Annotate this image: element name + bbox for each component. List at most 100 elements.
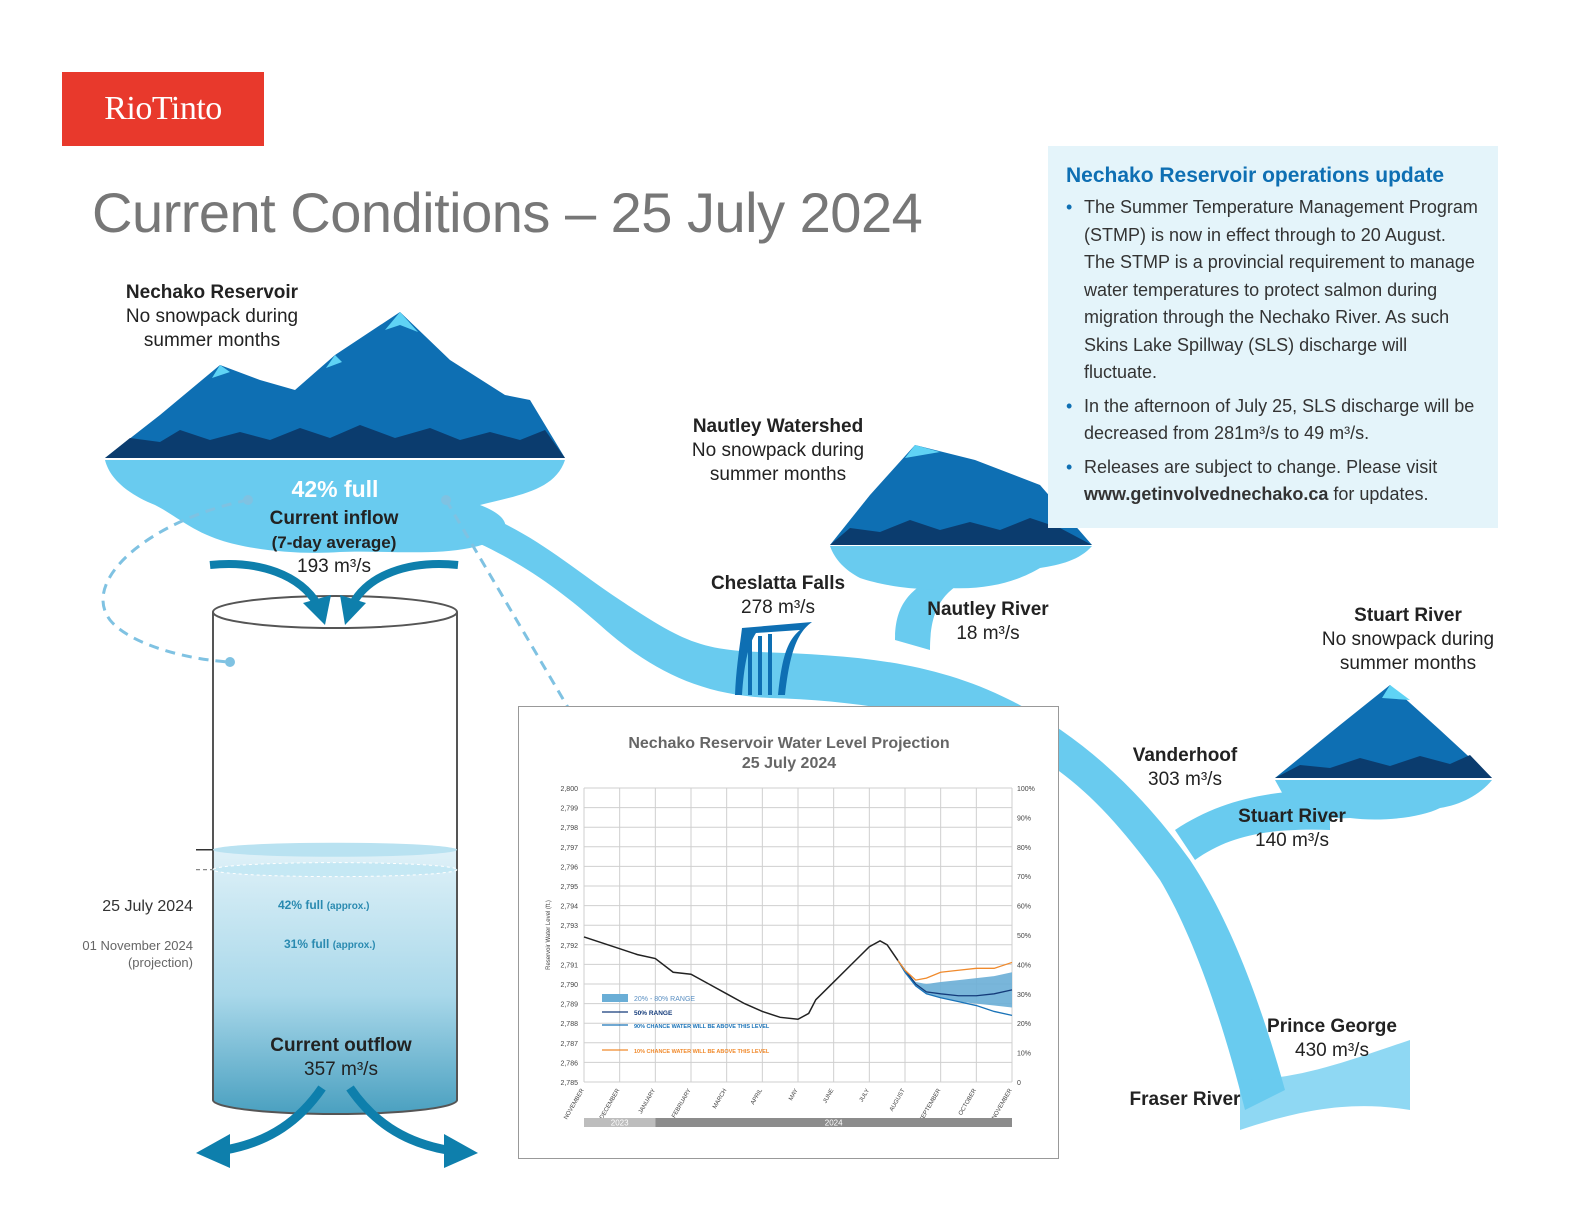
- y-tick-label: 2,797: [560, 845, 578, 852]
- x-tick-label: SEPTEMBER: [919, 1087, 943, 1123]
- level-31-suffix: (approx.): [332, 940, 376, 951]
- outflow-label: Current outflow 357 m³/s: [241, 1034, 441, 1082]
- nautley-river-value: 18 m³/s: [956, 623, 1020, 644]
- y2-tick-label: 30%: [1017, 992, 1031, 999]
- inflow-value: 193 m³/s: [297, 556, 371, 577]
- y-tick-label: 2,794: [560, 904, 578, 911]
- y-tick-label: 2,799: [560, 806, 578, 813]
- connector-dashed: [444, 499, 585, 734]
- legend-label: 90% CHANCE WATER WILL BE ABOVE THIS LEVE…: [634, 1024, 770, 1030]
- prince-george-value: 430 m³/s: [1295, 1040, 1369, 1061]
- year-bar-2024: [655, 1118, 1012, 1127]
- snowcap: [905, 445, 940, 458]
- snowcap: [212, 365, 230, 378]
- update-bullet: Releases are subject to change. Please v…: [1066, 454, 1480, 509]
- fraser-river-label: Fraser River: [1085, 1088, 1285, 1112]
- update-bullet: The Summer Temperature Management Progra…: [1066, 194, 1480, 387]
- y2-tick-label: 20%: [1017, 1021, 1031, 1028]
- outflow-arrow-left-head: [196, 1134, 230, 1168]
- inflow-label: Current inflow (7-day average) 193 m³/s: [234, 507, 434, 579]
- stuart-mountain: [1275, 685, 1492, 778]
- stuart-mountain-base: [1275, 755, 1492, 778]
- website-link[interactable]: www.getinvolvednechako.ca: [1084, 484, 1329, 504]
- stuart-watershed-label: Stuart River No snowpack during summer m…: [1308, 604, 1508, 676]
- x-tick-label: JANUARY: [638, 1088, 657, 1115]
- series-50-line: [897, 960, 1013, 997]
- cheslatta-falls-icon: [735, 622, 812, 695]
- x-tick-label: NOVEMBER: [991, 1087, 1014, 1120]
- fraser-river-name: Fraser River: [1129, 1089, 1241, 1110]
- y2-tick-label: 10%: [1017, 1051, 1031, 1058]
- x-tick-label: MAY: [788, 1088, 799, 1102]
- cheslatta-label: Cheslatta Falls 278 m³/s: [678, 572, 878, 620]
- y-tick-label: 2,788: [560, 1021, 578, 1028]
- series-90-line: [897, 960, 1013, 1016]
- chart-title-line1: Nechako Reservoir Water Level Projection: [628, 735, 950, 752]
- water-level-chart: 2,785 2,786 2,787 2,788 2,789 2,790 2,791 2,792…: [546, 786, 1035, 1128]
- reservoir-lake: [105, 460, 565, 553]
- stuart-river-branch: [1175, 790, 1330, 860]
- y-tick-label: 2,796: [560, 864, 578, 871]
- nautley-lake: [830, 546, 1092, 590]
- projection-note: (projection): [127, 955, 193, 970]
- inflow-arrow-right: [348, 560, 459, 608]
- level-42-suffix: (approx.): [326, 901, 370, 912]
- outflow-arrow-right-head: [444, 1134, 478, 1168]
- reservoir-cylinder-top: [212, 595, 458, 629]
- y-tick-label: 2,786: [560, 1060, 578, 1067]
- nautley-watershed-name: Nautley Watershed: [692, 416, 864, 437]
- stuart-river-label: Stuart River 140 m³/s: [1192, 805, 1392, 853]
- inflow-arrow-right-head: [340, 595, 366, 625]
- rio-tinto-logo: RioTinto: [62, 72, 264, 146]
- chart-frame: [518, 706, 1059, 1159]
- projection-date-label: 01 November 2024 (projection): [40, 937, 193, 971]
- stuart-lake: [1275, 780, 1492, 820]
- reservoir-mountain-base: [105, 425, 565, 458]
- stuart-watershed-name: Stuart River: [1354, 605, 1462, 626]
- level-42-text: 42% full: [278, 898, 324, 912]
- connector-dot: [441, 495, 451, 505]
- y-tick-label: 2,790: [560, 982, 578, 989]
- nautley-river-label: Nautley River 18 m³/s: [888, 598, 1088, 646]
- x-tick-label: AUGUST: [889, 1088, 907, 1113]
- x-tick-label: APRIL: [750, 1087, 764, 1106]
- stuart-watershed-note: summer months: [1339, 653, 1477, 674]
- y2-tick-label: 80%: [1017, 845, 1031, 852]
- nautley-river-branch: [895, 575, 975, 650]
- level-42-disc: [213, 842, 457, 857]
- vanderhoof-name: Vanderhoof: [1132, 745, 1238, 766]
- y-tick-label: 2,795: [560, 884, 578, 891]
- year-label: 2023: [611, 1119, 629, 1128]
- y-tick-label: 2,791: [560, 962, 578, 969]
- stuart-watershed-note: No snowpack during: [1321, 629, 1495, 650]
- x-tick-label: JULY: [859, 1088, 871, 1103]
- nautley-mountain-base: [830, 518, 1092, 545]
- y2-tick-label: 40%: [1017, 962, 1031, 969]
- inflow-subtitle: (7-day average): [271, 533, 397, 552]
- x-tick-label: OCTOBER: [958, 1087, 978, 1116]
- reservoir-mountains: [105, 312, 565, 458]
- stuart-river-value: 140 m³/s: [1255, 830, 1329, 851]
- historical-line: [583, 936, 899, 1021]
- level-42-tag: 42% full (approx.): [278, 898, 369, 912]
- reservoir-cylinder: [212, 612, 458, 1115]
- y2-tick-label: 70%: [1017, 874, 1031, 881]
- range-band-20-80: [897, 960, 1012, 1008]
- connector-dot: [243, 495, 253, 505]
- y2-tick-label: 100%: [1017, 786, 1035, 793]
- reservoir-name: Nechako Reservoir: [125, 282, 299, 303]
- y2-tick-label: 50%: [1017, 933, 1031, 940]
- fraser-river: [1240, 1040, 1410, 1130]
- stuart-river-name: Stuart River: [1238, 806, 1346, 827]
- snowcap: [326, 355, 342, 368]
- outflow-arrow-right: [346, 1085, 448, 1155]
- cheslatta-value: 278 m³/s: [741, 597, 815, 618]
- level-31-text: 31% full: [284, 937, 330, 951]
- reservoir-percent-full: 42% full: [291, 476, 379, 502]
- operations-update-heading: Nechako Reservoir operations update: [1066, 164, 1445, 187]
- nautley-watershed-note: No snowpack during: [691, 440, 865, 461]
- reservoir-water: [213, 849, 457, 1114]
- chart-title-line2: 25 July 2024: [741, 755, 837, 772]
- reservoir-note: summer months: [143, 330, 281, 351]
